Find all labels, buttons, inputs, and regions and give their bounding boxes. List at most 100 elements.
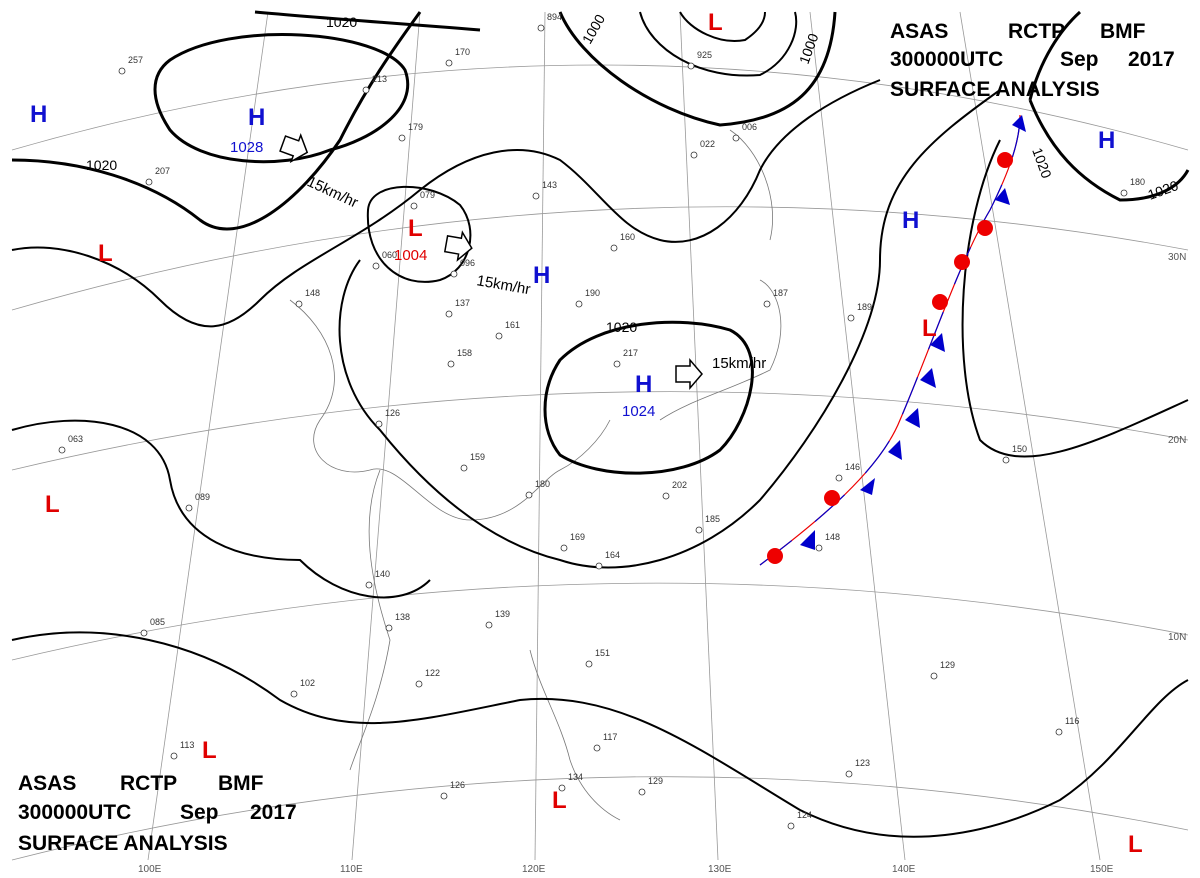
pressure-center: H — [635, 371, 652, 398]
isobar — [1028, 99, 1190, 202]
pressure-center: H — [30, 101, 47, 128]
motion-arrows — [279, 133, 703, 391]
isobar — [11, 419, 431, 599]
station-marker — [690, 151, 698, 159]
station-marker — [385, 624, 393, 632]
warm-symbol — [767, 548, 783, 564]
parallel — [11, 776, 1189, 861]
parallel — [11, 391, 1189, 471]
header-year: 2017 — [1128, 48, 1175, 71]
station-pressure: 151 — [595, 648, 610, 658]
station-pressure: 126 — [385, 408, 400, 418]
isobar — [254, 10, 481, 32]
pressure-center: L — [45, 491, 60, 518]
station-marker — [362, 86, 370, 94]
motion-label: 15km/hr — [712, 355, 766, 372]
isobar — [11, 79, 881, 328]
station-marker — [525, 491, 533, 499]
station-marker — [585, 660, 593, 668]
header-month: Sep — [1060, 48, 1099, 71]
station-pressure: 158 — [457, 348, 472, 358]
cold-symbol — [1012, 115, 1026, 132]
station-marker — [763, 300, 771, 308]
isobar — [11, 631, 1189, 838]
station-pressure: 139 — [495, 609, 510, 619]
station-pressure: 060 — [382, 250, 397, 260]
station-pressure: 207 — [155, 166, 170, 176]
longitude-label: 110E — [340, 864, 363, 875]
isobar-label: 1020 — [606, 319, 637, 335]
station-marker — [687, 62, 695, 70]
station-pressure: 179 — [408, 122, 423, 132]
station-marker — [732, 134, 740, 142]
warm-symbol — [977, 220, 993, 236]
station-pressure: 148 — [305, 288, 320, 298]
warm-symbol — [954, 254, 970, 270]
header-product: SURFACE ANALYSIS — [18, 832, 228, 855]
station-pressure: 117 — [603, 732, 617, 742]
header-code: BMF — [1100, 20, 1146, 43]
station-pressure: 134 — [568, 772, 583, 782]
coast — [289, 299, 611, 521]
isobar — [338, 89, 1001, 569]
latitude-label: 10N — [1168, 632, 1186, 643]
station-pressure: 217 — [623, 348, 638, 358]
cold-symbols — [800, 115, 1026, 550]
station-pressure: 894 — [547, 12, 562, 22]
longitude-label: 140E — [892, 864, 916, 875]
station-marker — [440, 792, 448, 800]
meridian — [679, 11, 719, 861]
station-pressure: 079 — [420, 190, 435, 200]
station-marker — [532, 192, 540, 200]
center-pressure: 1004 — [394, 247, 427, 264]
station-pressure: 161 — [505, 320, 520, 330]
station-pressure: 180 — [1130, 177, 1145, 187]
pressure-center: L — [552, 787, 567, 814]
coast — [729, 129, 773, 241]
isobar — [11, 11, 422, 231]
pressure-center: L — [708, 9, 723, 36]
cold-symbol — [920, 368, 936, 388]
station-marker — [375, 420, 383, 428]
coast — [529, 649, 621, 821]
station-marker — [575, 300, 583, 308]
isobars — [11, 10, 1190, 838]
station-pressure: 925 — [697, 50, 712, 60]
motion-arrow — [443, 230, 473, 262]
meridian — [147, 11, 269, 861]
station-pressure: 150 — [1012, 444, 1027, 454]
station-pressure: 085 — [150, 617, 165, 627]
station-marker — [595, 562, 603, 570]
station-marker — [485, 621, 493, 629]
station-marker — [445, 310, 453, 318]
pressure-center: H — [533, 262, 550, 289]
station-marker — [118, 67, 126, 75]
station-pressure: 129 — [648, 776, 663, 786]
parallel — [11, 206, 1189, 311]
station-marker — [450, 270, 458, 278]
cold-symbol — [888, 440, 902, 460]
header-agency: ASAS — [18, 772, 76, 795]
header-bottom: ASAS RCTP BMF 300000UTC Sep 2017 SURFACE… — [18, 772, 297, 855]
station-marker — [185, 504, 193, 512]
station-pressure: 116 — [1065, 716, 1079, 726]
header-month: Sep — [180, 801, 219, 824]
cold-symbol — [905, 408, 920, 428]
coast — [349, 469, 391, 771]
isobar-label: 1020 — [326, 14, 357, 30]
station-pressure: 146 — [845, 462, 860, 472]
coastlines — [289, 129, 782, 821]
warm-symbol — [997, 152, 1013, 168]
station-pressure: 169 — [570, 532, 585, 542]
station-marker — [610, 244, 618, 252]
meridian — [959, 11, 1101, 861]
station-marker — [290, 690, 298, 698]
longitude-label: 120E — [522, 864, 546, 875]
center-pressure: 1024 — [622, 403, 655, 420]
station-marker — [593, 744, 601, 752]
pressure-center: L — [922, 315, 937, 342]
station-pressure: 138 — [395, 612, 410, 622]
header-product: SURFACE ANALYSIS — [890, 78, 1100, 101]
cold-symbol — [800, 530, 815, 550]
